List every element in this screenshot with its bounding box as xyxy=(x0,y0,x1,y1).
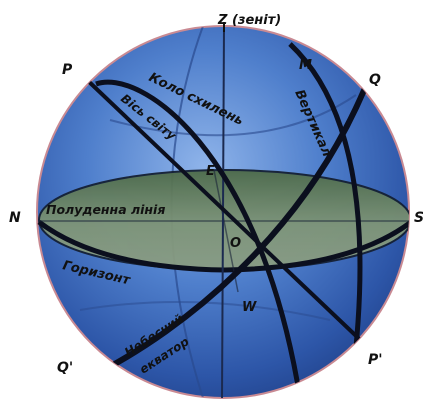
world-axis-line xyxy=(83,76,375,354)
label-zenith: Z (зеніт) xyxy=(217,13,281,28)
label-s: S xyxy=(414,210,423,226)
label-q: Q xyxy=(369,72,381,88)
label-n: N xyxy=(9,210,21,226)
back-equator-arc xyxy=(109,94,357,137)
celestial-equator-circle xyxy=(98,86,368,375)
label-m: M xyxy=(299,58,312,73)
label-noon-line: Полуденна лінія xyxy=(46,202,165,217)
declination-circle xyxy=(95,79,303,398)
label-e: E xyxy=(206,164,215,179)
vertical-circle xyxy=(288,42,363,398)
label-o: O xyxy=(230,236,241,251)
label-p: P xyxy=(62,62,73,78)
horizon-front-edge xyxy=(37,220,409,273)
label-p-prime: P' xyxy=(368,352,383,368)
label-q-prime: Q' xyxy=(57,360,73,376)
label-w: W xyxy=(242,300,257,315)
